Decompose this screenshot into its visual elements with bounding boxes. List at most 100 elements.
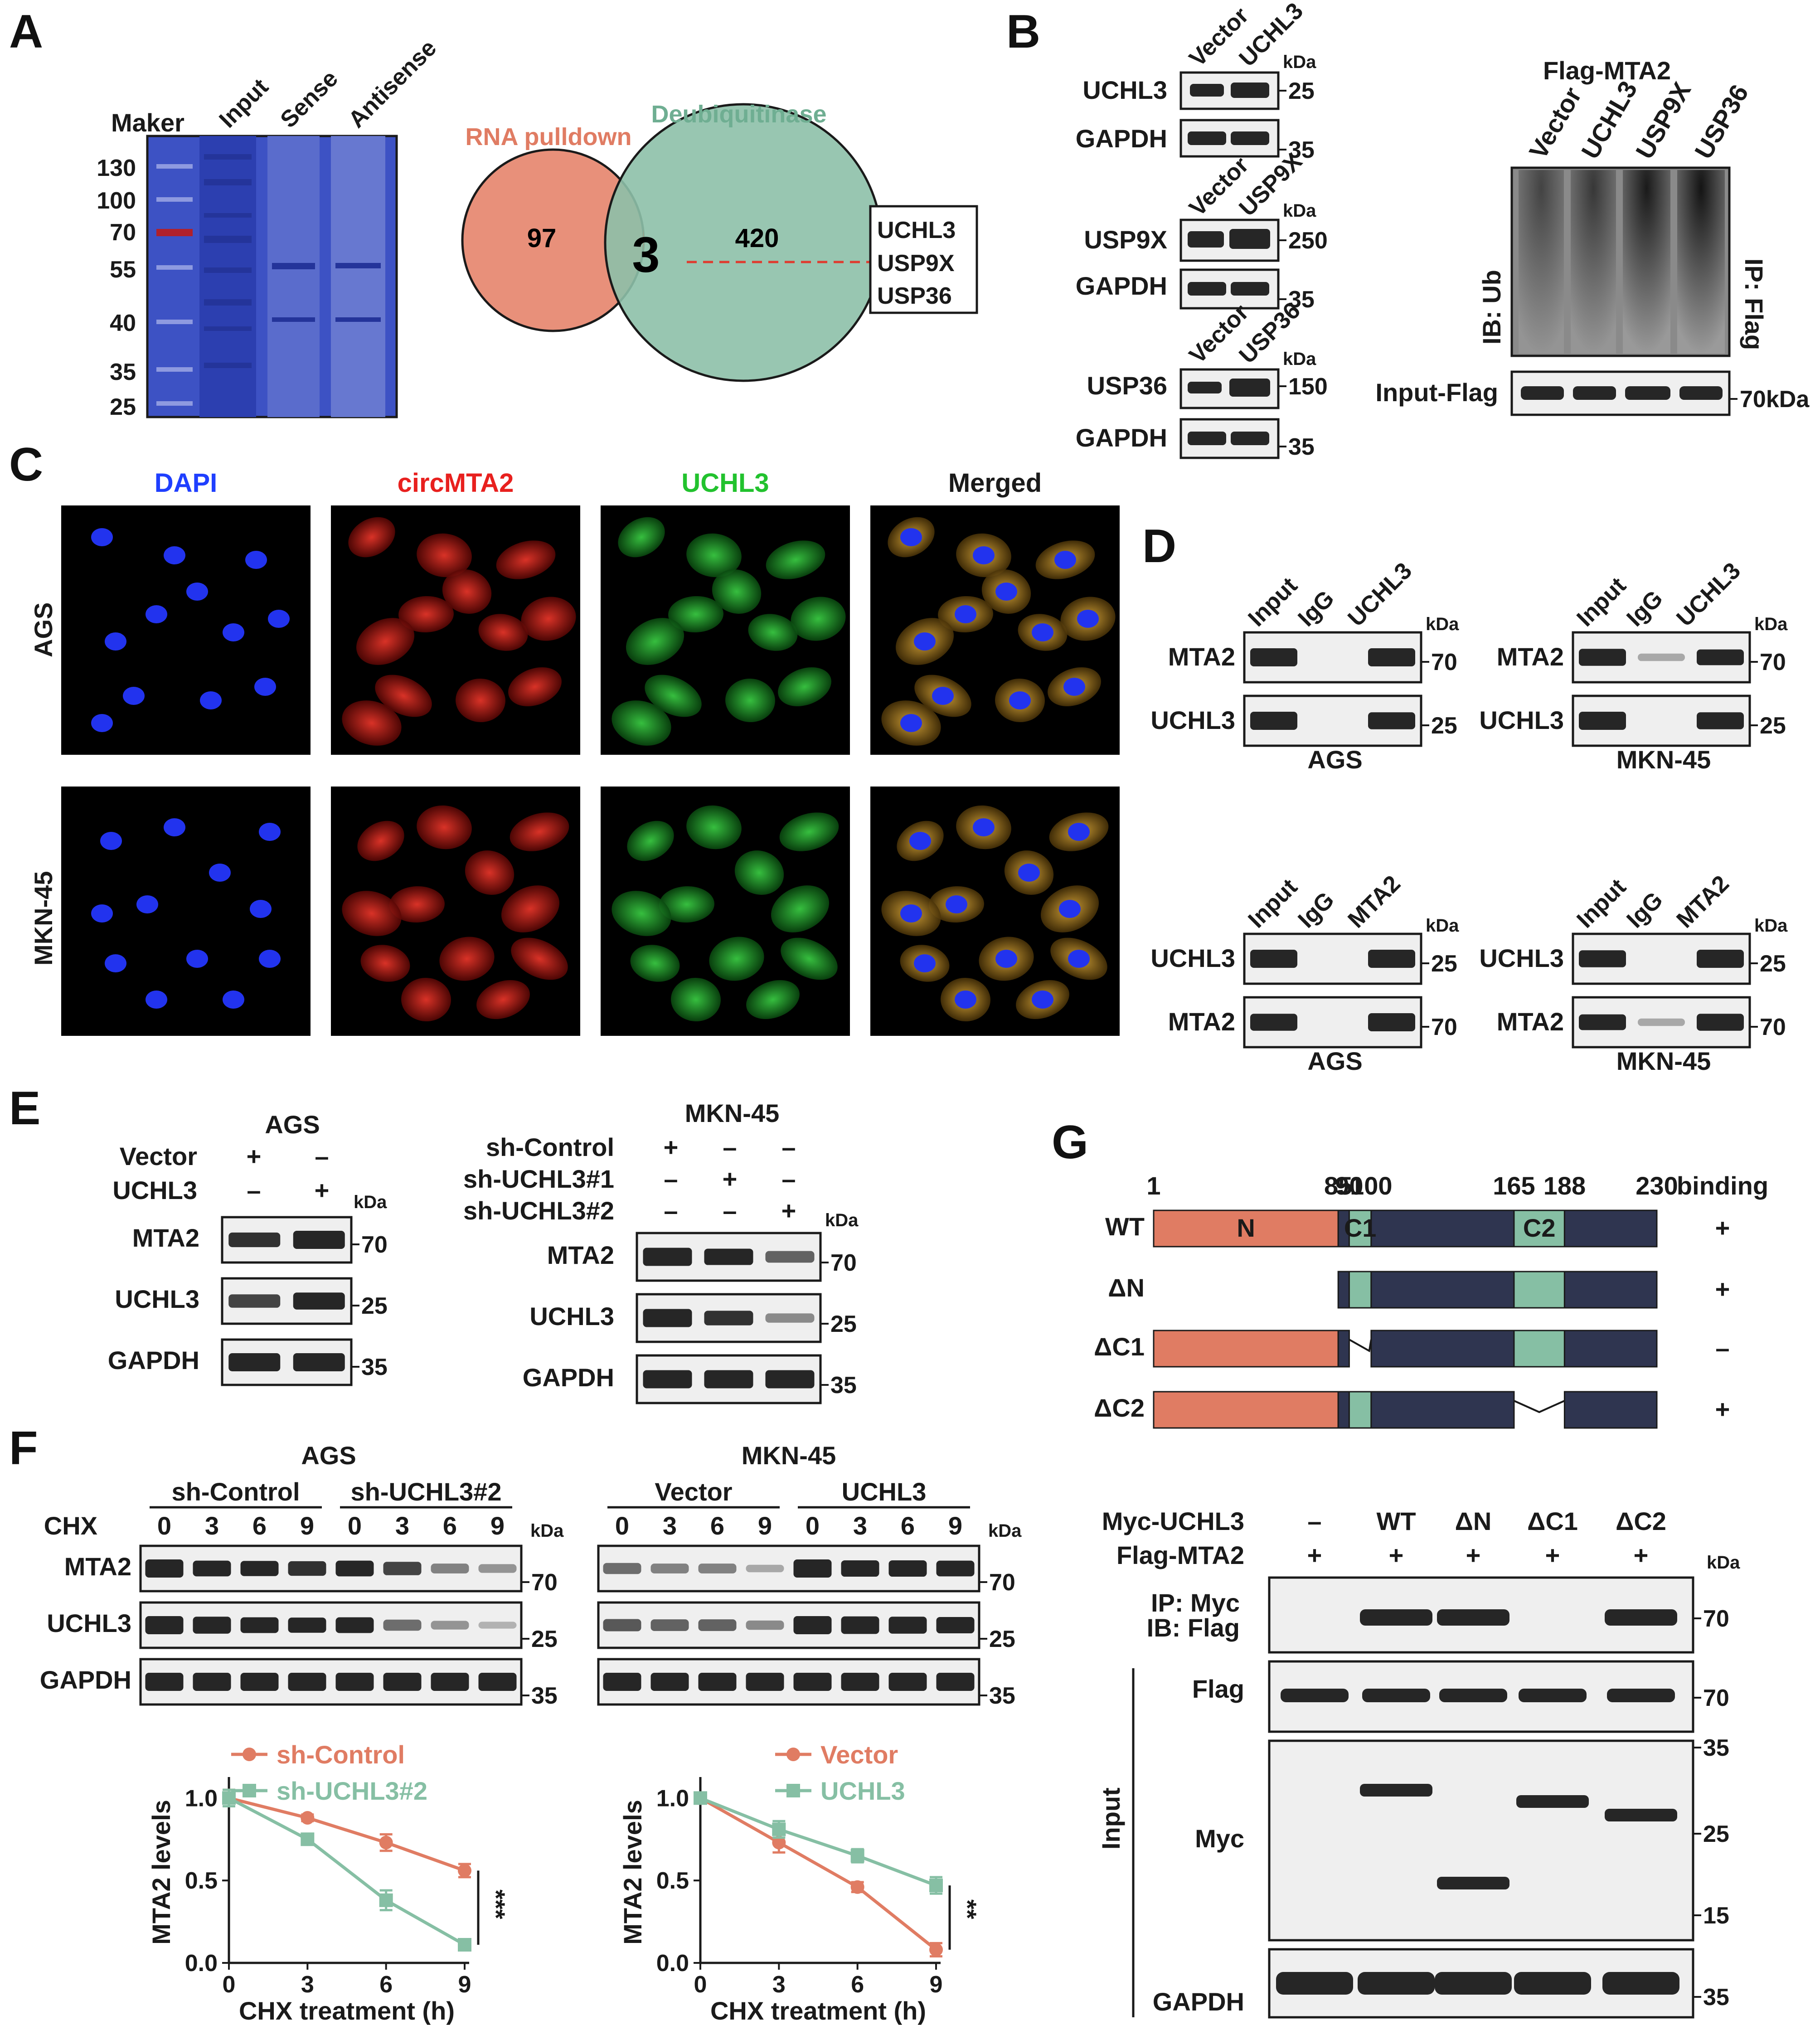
data-point <box>694 1791 707 1805</box>
kda-label: kDa <box>530 1521 564 1541</box>
western-band <box>793 1673 832 1691</box>
timepoint-label: 9 <box>758 1511 772 1540</box>
gel-marker: 100 <box>97 188 136 214</box>
gel-marker-header: Maker <box>111 108 184 137</box>
chx-label: CHX <box>44 1511 97 1540</box>
cell-line-label: AGS <box>301 1441 356 1470</box>
ub-blot-title: Flag-MTA2 <box>1543 56 1671 85</box>
legend-marker <box>786 1784 800 1797</box>
western-band <box>1250 648 1297 666</box>
western-band <box>603 1563 641 1574</box>
series-line <box>228 1797 466 1947</box>
western-band <box>698 1619 737 1631</box>
western-band <box>1368 712 1415 729</box>
condition-sign: – <box>723 1133 737 1161</box>
mw-marker: 70 <box>1760 1014 1786 1040</box>
western-band <box>698 1673 737 1691</box>
domain-segment <box>1370 1330 1515 1368</box>
western-band <box>1435 1972 1512 1995</box>
channel-label-dapi: DAPI <box>155 468 218 498</box>
mw-marker: 70 <box>1703 1606 1729 1632</box>
y-axis-title: MTA2 levels <box>147 1800 175 1945</box>
gel-marker: 35 <box>110 359 136 385</box>
channel-label-uchl3: UCHL3 <box>681 468 769 498</box>
domain-segment <box>1153 1330 1339 1368</box>
construct-label: WT <box>1105 1212 1145 1241</box>
blot-row-label: UCHL3 <box>1150 944 1235 972</box>
western-band <box>193 1673 231 1691</box>
condition-sign: + <box>781 1196 796 1225</box>
cell-line-label: MKN-45 <box>685 1099 779 1127</box>
x-tick-label: 6 <box>851 1972 864 1998</box>
panel-letter-b: B <box>1006 5 1040 58</box>
blot-row-label: MTA2 <box>1497 642 1564 671</box>
gel-marker: 55 <box>110 257 136 283</box>
timepoint-label: 6 <box>443 1511 457 1540</box>
western-band <box>293 1231 345 1249</box>
mw-marker: 150 <box>1288 374 1328 400</box>
western-band <box>704 1370 753 1389</box>
blot-row-label: UCHL3 <box>115 1285 199 1313</box>
western-band <box>698 1564 737 1573</box>
data-point <box>301 1832 315 1846</box>
domain-segment <box>1337 1391 1350 1429</box>
kda-label: kDa <box>1283 52 1316 72</box>
blot-row-label: UCHL3 <box>1479 706 1564 734</box>
timepoint-label: 6 <box>252 1511 267 1540</box>
panel-letter-g: G <box>1052 1116 1088 1169</box>
timepoint-label: 0 <box>806 1511 820 1540</box>
timepoint-label: 6 <box>710 1511 724 1540</box>
western-band <box>228 1353 281 1371</box>
western-band <box>1368 648 1415 666</box>
western-band <box>193 1617 231 1634</box>
western-band <box>1439 1689 1507 1702</box>
kda-label: kDa <box>1754 614 1788 634</box>
domain-segment <box>1563 1330 1658 1368</box>
mw-marker: 25 <box>1760 713 1786 739</box>
legend-label: Vector <box>820 1740 898 1769</box>
blot-row-label: MTA2 <box>1168 642 1235 671</box>
western-band <box>603 1619 641 1632</box>
western-band <box>383 1562 422 1575</box>
gel-marker: 25 <box>110 394 136 420</box>
western-band <box>1607 1689 1675 1702</box>
condition-label: sh-Control <box>486 1133 614 1161</box>
western-band <box>643 1370 692 1389</box>
western-band <box>746 1673 784 1691</box>
domain-segment <box>1337 1330 1350 1368</box>
cell-line-label: MKN-45 <box>742 1441 836 1470</box>
condition-sign: – <box>781 1133 796 1161</box>
western-band <box>603 1673 641 1691</box>
condition-label: sh-UCHL3#2 <box>463 1196 614 1225</box>
western-band <box>841 1673 879 1691</box>
coip-condition: ΔC1 <box>1527 1507 1578 1535</box>
cell-line-label: MKN-45 <box>1616 1047 1711 1075</box>
binding-header: binding <box>1677 1171 1768 1200</box>
western-band <box>145 1673 184 1691</box>
construct-label: ΔN <box>1108 1273 1145 1302</box>
mw-marker: 35 <box>1703 1735 1729 1761</box>
gel-lane-label: Sense <box>275 65 343 133</box>
channel-label-circmta2: circMTA2 <box>398 468 514 498</box>
treatment-group-label: sh-Control <box>171 1477 300 1506</box>
mw-marker: 35 <box>989 1683 1015 1709</box>
mw-marker: 70kDa <box>1740 386 1810 413</box>
blot-strip <box>1268 1739 1694 1942</box>
domain-segment <box>1513 1330 1565 1368</box>
western-band <box>1519 1689 1587 1702</box>
western-band <box>228 1232 281 1248</box>
western-band <box>1638 653 1685 661</box>
legend-label: UCHL3 <box>820 1777 905 1805</box>
condition-sign: – <box>664 1196 678 1225</box>
western-band <box>1605 1809 1677 1821</box>
coip-condition: + <box>1634 1541 1649 1569</box>
western-band <box>431 1673 469 1691</box>
timepoint-label: 3 <box>663 1511 677 1540</box>
kda-label: kDa <box>1283 349 1316 369</box>
domain-segment <box>1153 1391 1339 1429</box>
coip-row-label: Flag-MTA2 <box>1116 1541 1244 1569</box>
blot-row-label: GAPDH <box>523 1363 614 1392</box>
coip-row-label: Flag <box>1192 1675 1244 1703</box>
western-band <box>841 1616 879 1634</box>
